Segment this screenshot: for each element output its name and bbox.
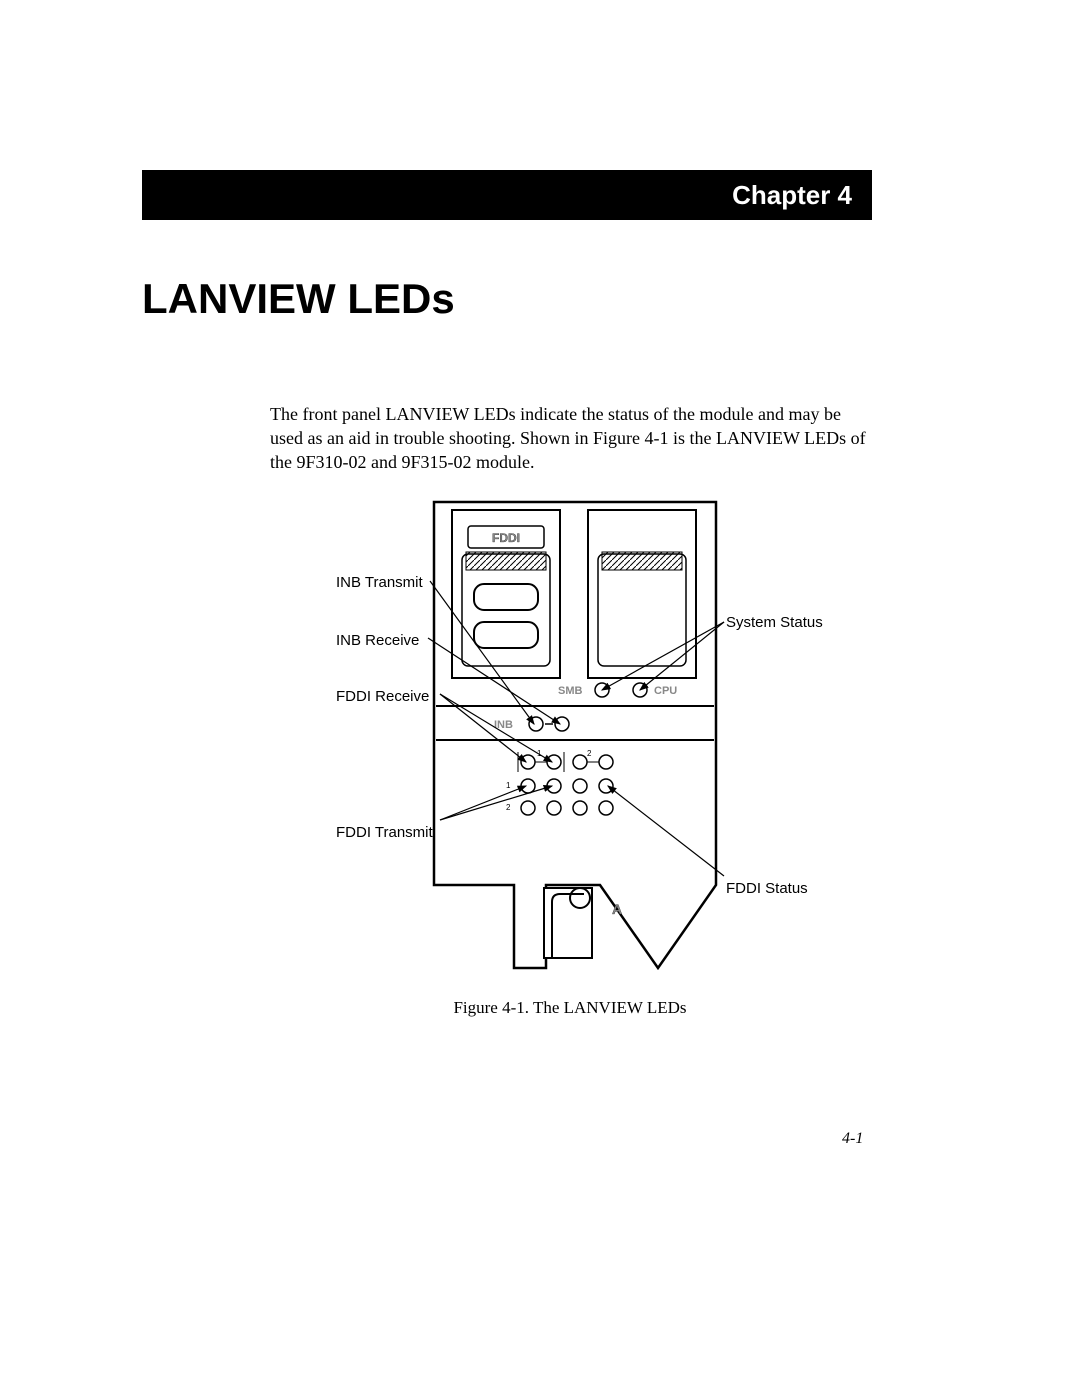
callout-label: INB Transmit xyxy=(336,574,423,591)
svg-text:INB: INB xyxy=(494,719,513,731)
figure-caption: Figure 4-1. The LANVIEW LEDs xyxy=(270,998,870,1018)
callout-label: INB Receive xyxy=(336,632,419,649)
svg-text:SMB: SMB xyxy=(558,685,583,697)
svg-text:A: A xyxy=(612,901,622,917)
chapter-label: Chapter 4 xyxy=(732,180,852,211)
callout-label: FDDI Status xyxy=(726,880,808,897)
callout-label: FDDI Receive xyxy=(336,688,429,705)
intro-paragraph: The front panel LANVIEW LEDs indicate th… xyxy=(270,402,870,474)
page-number: 4-1 xyxy=(842,1130,863,1148)
svg-text:2: 2 xyxy=(506,803,511,812)
svg-text:CPU: CPU xyxy=(654,685,677,697)
svg-text:FDDI: FDDI xyxy=(492,531,520,545)
svg-text:1: 1 xyxy=(537,749,542,758)
chapter-bar: Chapter 4 xyxy=(142,170,872,220)
callout-label: System Status xyxy=(726,614,823,631)
callout-label: FDDI Transmit xyxy=(336,824,433,841)
lanview-diagram: FDDI SMB CPU INB 1 2 1 2 A xyxy=(432,500,718,970)
module-svg: FDDI SMB CPU INB 1 2 1 2 A xyxy=(432,500,718,970)
page-title: LANVIEW LEDs xyxy=(142,275,455,323)
svg-text:2: 2 xyxy=(587,749,592,758)
svg-text:1: 1 xyxy=(506,781,511,790)
